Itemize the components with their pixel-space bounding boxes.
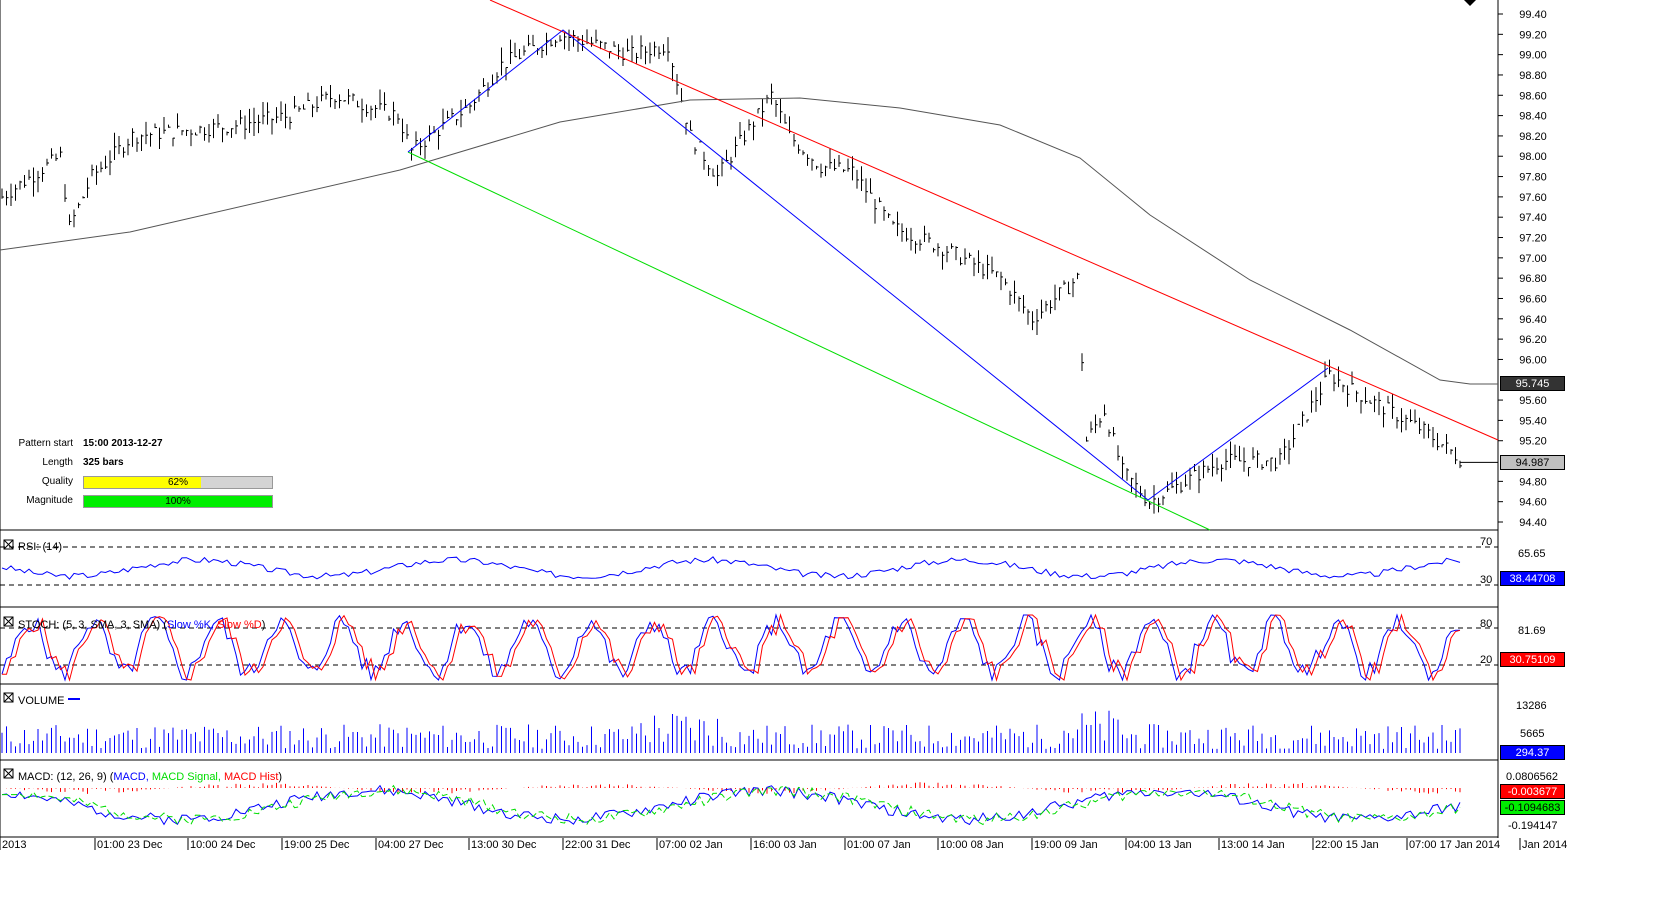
stoch-d-line	[2, 613, 1461, 682]
quality-bar: 62%	[83, 476, 273, 489]
length-value: 325 bars	[83, 457, 124, 468]
x-tick-label: 10:00 08 Jan	[940, 839, 1004, 851]
pattern-info: Pattern start 15:00 2013-12-27 Length 325 …	[0, 436, 290, 512]
rsi-line	[1, 556, 1461, 580]
stoch-close-icon-x	[3, 616, 14, 627]
volume-close-icon-x	[3, 692, 14, 703]
macd-close-icon-x	[3, 768, 14, 779]
magnitude-bar: 100%	[83, 495, 273, 508]
stoch-value-tag: 30.75109	[1500, 652, 1565, 667]
rsi-value-tag: 38.44708	[1500, 571, 1565, 586]
marker-triangle-icon	[1464, 0, 1476, 6]
macd-label: MACD: (12, 26, 9) (MACD, MACD Signal, MA…	[18, 771, 282, 783]
macd-axis-tick: -0.194147	[1508, 820, 1558, 832]
price-tick-label: 95.20	[1519, 436, 1547, 448]
macd-line	[1, 784, 1461, 826]
stoch-level-label: 20	[1480, 654, 1492, 666]
x-tick-label: 10:00 24 Dec	[190, 839, 256, 851]
price-tick-label: 97.40	[1519, 212, 1547, 224]
volume-axis-tick: 13286	[1516, 700, 1547, 712]
stoch-level-label: 80	[1480, 618, 1492, 630]
price-tick-label: 94.80	[1519, 476, 1547, 488]
x-tick-label: 01:00 23 Dec	[97, 839, 163, 851]
quality-label: Quality	[41, 476, 73, 487]
rsi-close-icon	[3, 539, 14, 550]
price-tick-label: 98.40	[1519, 111, 1547, 123]
price-tick-label: 97.00	[1519, 253, 1547, 265]
stoch-label: STOCH: (5, 3, SMA, 3, SMA) (Slow %K, Slo…	[18, 619, 265, 631]
macd-close-icon	[3, 768, 14, 779]
pattern-start-label: Pattern start	[18, 438, 73, 449]
price-tick-label: 98.00	[1519, 151, 1547, 163]
price-tick-label: 99.20	[1519, 29, 1547, 41]
stoch-axis-tick: 81.69	[1518, 625, 1546, 637]
price-tick-label: 99.40	[1519, 9, 1547, 21]
price-tick-label: 98.60	[1519, 90, 1547, 102]
price-tick-label: 97.60	[1519, 192, 1547, 204]
price-tick-label: 96.00	[1519, 354, 1547, 366]
x-tick-label: 16:00 03 Jan	[753, 839, 817, 851]
rsi-close-icon-x	[3, 539, 14, 550]
x-tick-label: 07:00 02 Jan	[659, 839, 723, 851]
pattern-start-value: 15:00 2013-12-27	[83, 438, 163, 449]
x-tick-label: 13:00 14 Jan	[1221, 839, 1285, 851]
ma-value-tag: 95.745	[1500, 376, 1565, 391]
length-label: Length	[42, 457, 73, 468]
volume-value-tag: 294.37	[1500, 745, 1565, 760]
rsi-axis-tick: 65.65	[1518, 548, 1546, 560]
price-tick-label: 94.60	[1519, 497, 1547, 509]
resistance-line	[489, 0, 1499, 441]
rsi-level-label: 70	[1480, 536, 1492, 548]
quality-value: 62%	[167, 477, 188, 488]
x-tick-label: 19:00 09 Jan	[1034, 839, 1098, 851]
moving-average-line	[0, 97, 1498, 385]
pattern-line	[407, 29, 1329, 501]
x-tick-label: Jan 2014	[1522, 839, 1567, 851]
support-line	[407, 151, 1211, 531]
rsi-level-label: 30	[1480, 574, 1492, 586]
last-price-tag: 94.987	[1500, 455, 1565, 470]
stoch-close-icon	[3, 616, 14, 627]
price-tick-label: 95.40	[1519, 415, 1547, 427]
price-tick-label: 98.80	[1519, 70, 1547, 82]
volume-close-icon	[3, 692, 14, 703]
rsi-label: RSI: (14)	[18, 541, 62, 553]
x-tick-label: 07:00 17 Jan 2014	[1409, 839, 1500, 851]
macd-signal-tag: -0.1094683	[1500, 800, 1565, 815]
x-tick-label: 13:00 30 Dec	[471, 839, 537, 851]
price-tick-label: 98.20	[1519, 131, 1547, 143]
volume-axis-tick: 5665	[1520, 728, 1544, 740]
price-tick-label: 99.00	[1519, 50, 1547, 62]
price-tick-label: 96.20	[1519, 334, 1547, 346]
x-tick-label: 04:00 27 Dec	[378, 839, 444, 851]
price-tick-label: 96.40	[1519, 314, 1547, 326]
price-tick-label: 97.20	[1519, 233, 1547, 245]
macd-hist-tag: -0.003677	[1500, 784, 1565, 799]
price-tick-label: 94.40	[1519, 517, 1547, 529]
x-tick-label: 04:00 13 Jan	[1128, 839, 1192, 851]
price-tick-label: 96.80	[1519, 273, 1547, 285]
volume-label: VOLUME	[18, 695, 64, 707]
price-tick-label: 95.60	[1519, 395, 1547, 407]
x-tick-label: 19:00 25 Dec	[284, 839, 350, 851]
magnitude-value: 100%	[165, 496, 191, 507]
magnitude-label: Magnitude	[26, 495, 73, 506]
price-tick-label: 97.80	[1519, 172, 1547, 184]
x-tick-label: 2013	[2, 839, 26, 851]
price-tick-label: 96.60	[1519, 293, 1547, 305]
x-tick-label: 01:00 07 Jan	[847, 839, 911, 851]
x-tick-label: 22:00 15 Jan	[1315, 839, 1379, 851]
macd-axis-tick: 0.0806562	[1506, 771, 1558, 783]
stoch-k-line	[1, 613, 1461, 682]
x-tick-label: 22:00 31 Dec	[565, 839, 631, 851]
macd-signal-line	[2, 784, 1461, 826]
